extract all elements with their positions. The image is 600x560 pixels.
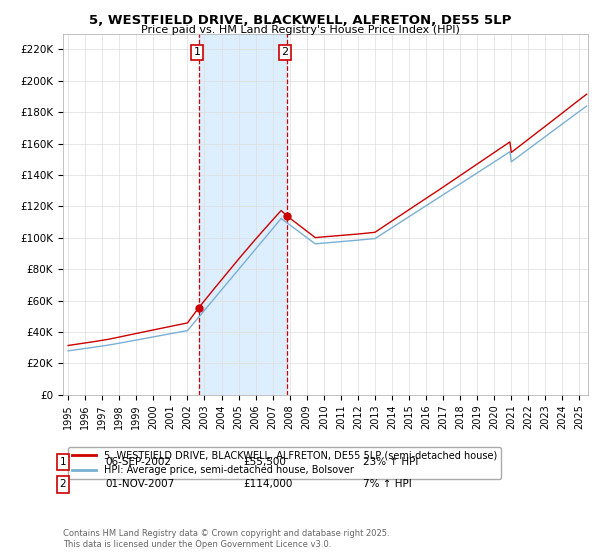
Text: 2: 2	[281, 48, 289, 58]
Bar	[199, 34, 287, 395]
Text: 01-NOV-2007: 01-NOV-2007	[105, 479, 174, 489]
Text: £114,000: £114,000	[243, 479, 292, 489]
Legend: 5, WESTFIELD DRIVE, BLACKWELL, ALFRETON, DE55 5LP (semi-detached house), HPI: Av: 5, WESTFIELD DRIVE, BLACKWELL, ALFRETON,…	[68, 447, 501, 479]
Text: 1: 1	[194, 48, 200, 58]
Text: Contains HM Land Registry data © Crown copyright and database right 2025.
This d: Contains HM Land Registry data © Crown c…	[63, 529, 389, 549]
Text: 2: 2	[59, 479, 67, 489]
Text: 5, WESTFIELD DRIVE, BLACKWELL, ALFRETON, DE55 5LP: 5, WESTFIELD DRIVE, BLACKWELL, ALFRETON,…	[89, 14, 511, 27]
Text: 06-SEP-2002: 06-SEP-2002	[105, 457, 171, 467]
Text: 7% ↑ HPI: 7% ↑ HPI	[363, 479, 412, 489]
Text: Price paid vs. HM Land Registry's House Price Index (HPI): Price paid vs. HM Land Registry's House …	[140, 25, 460, 35]
Text: 23% ↑ HPI: 23% ↑ HPI	[363, 457, 418, 467]
Text: £55,500: £55,500	[243, 457, 286, 467]
Text: 1: 1	[59, 457, 67, 467]
